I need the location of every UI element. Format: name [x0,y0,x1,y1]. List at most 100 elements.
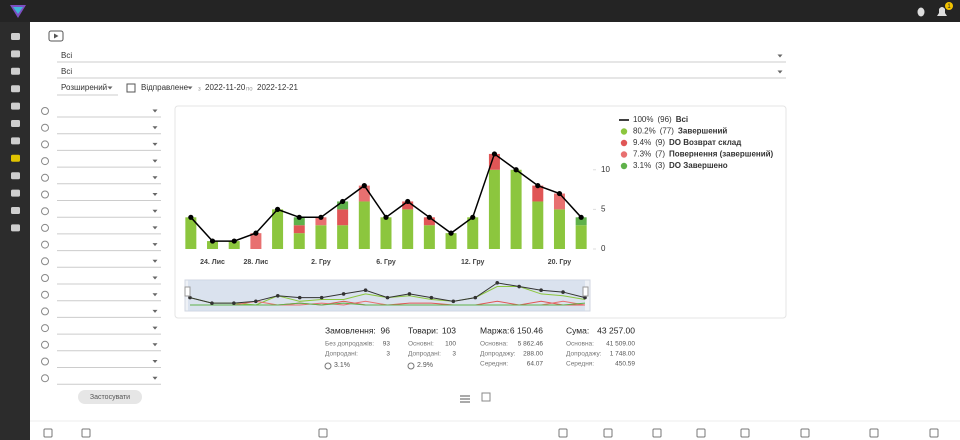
caret [152,226,158,230]
navigator-point [407,292,412,296]
filter-icon [41,223,49,232]
legend-entry[interactable]: 80.2% (77) Завершений [633,127,727,136]
total-point [556,190,563,197]
summary-number: 41 509.00 [606,341,635,348]
bar-segment [510,169,522,249]
note-icon [324,362,332,370]
total-point [361,183,367,189]
caret [152,326,158,330]
sidebar-icon[interactable] [11,102,20,110]
summary-label: Допродані: [408,350,441,358]
bell-icon[interactable] [937,7,947,16]
toolbar-icon[interactable] [558,428,568,438]
y-tick-label: 0 [601,244,606,253]
legend-share: 80.2% [633,127,656,136]
apply-button[interactable] [78,390,142,404]
bar-segment [337,225,349,249]
sidebar-icon[interactable] [11,172,20,180]
bar-segment [228,241,240,249]
sidebar-icon[interactable] [11,33,20,40]
sidebar-icon[interactable] [11,189,20,197]
summary-value: 96 [381,325,391,335]
user-icon[interactable] [917,7,925,17]
total-point [296,214,302,220]
sidebar-icon[interactable] [11,50,20,58]
summary-note: 2.9% [417,362,433,369]
toolbar-icon[interactable] [81,428,91,438]
legend-entry[interactable]: 3.1% (3) DO Завершено [633,161,728,170]
navigator-point [583,295,587,300]
date-to[interactable]: 2022-12-21 [257,83,298,92]
toolbar-icon[interactable] [318,428,328,438]
toolbar-icon[interactable] [869,428,879,438]
table-icon[interactable] [460,395,470,403]
date-from[interactable]: 2022-11-20 [205,83,246,92]
total-point [513,167,519,173]
bar-segment [293,233,305,249]
bar-segment [315,217,327,226]
sidebar-icon[interactable] [11,120,20,127]
x-tick-label: 12. Гру [461,259,485,266]
toolbar-icon[interactable] [800,428,810,438]
legend-share: 7.3% [633,150,651,159]
summary-title: Маржа: [480,325,509,335]
navigator-handle[interactable] [184,286,191,297]
y-tick-label: 5 [601,204,606,213]
to-label: по [246,87,253,93]
summary-label: Допродані: [325,350,358,358]
toolbar-icon[interactable] [740,428,750,438]
video-icon[interactable] [48,30,64,42]
total-point [426,214,432,220]
legend-name: DO Завершено [669,161,728,170]
toolbar-icon[interactable] [652,428,662,438]
caret [777,70,783,74]
caret [152,176,158,180]
navigator-point [561,290,565,294]
navigator-selection [188,280,585,311]
status-select[interactable]: Відправлене [141,83,189,92]
summary-value: 6 150.46 [510,325,543,335]
sidebar-icon[interactable] [11,67,20,75]
navigator-point [210,301,214,305]
navigator-point [319,295,324,300]
y-tick-label: 10 [601,165,610,174]
sidebar-icon[interactable] [11,137,20,145]
sidebar-icon[interactable] [11,207,20,214]
navigator-point [429,295,434,300]
total-point [274,206,281,212]
sidebar-icon[interactable] [11,85,20,93]
top-bar [0,0,960,22]
total-point [405,198,411,205]
legend-entry[interactable]: 7.3% (7) Повернення (завершений) [633,150,774,159]
toolbar-icon[interactable] [603,428,613,438]
sidebar-icon[interactable] [11,154,20,162]
bar-segment [553,193,565,210]
product-select[interactable]: Всі [61,67,72,76]
bar-segment [358,185,370,202]
toolbar-icon[interactable] [696,428,706,438]
summary-number: 3 [386,351,390,358]
mode-select[interactable]: Розширений [61,83,107,92]
toolbar-icon[interactable] [43,428,53,438]
sidebar-icon[interactable] [11,224,20,232]
legend-entry[interactable]: 9.4% (9) DO Возврат склад [633,138,741,147]
toolbar-icon[interactable] [929,428,939,438]
caret [152,126,158,130]
navigator-point [385,295,390,300]
bar-segment [380,217,392,249]
group-select[interactable]: Всі [61,51,72,60]
caret [152,159,158,163]
legend-name: Завершений [678,127,727,136]
bar-segment [250,233,262,249]
navigator-handle[interactable] [582,286,589,297]
summary-label: Допродажу: [480,351,516,358]
legend-dot [620,151,628,158]
filter-icon [41,274,49,282]
box-icon[interactable] [481,392,491,402]
calendar-icon [126,83,136,93]
summary-number: 450.59 [615,361,635,368]
legend-entry[interactable]: 100% (96) Всі [633,115,688,124]
total-point [209,238,216,244]
summary-label: Основні: [408,340,434,348]
